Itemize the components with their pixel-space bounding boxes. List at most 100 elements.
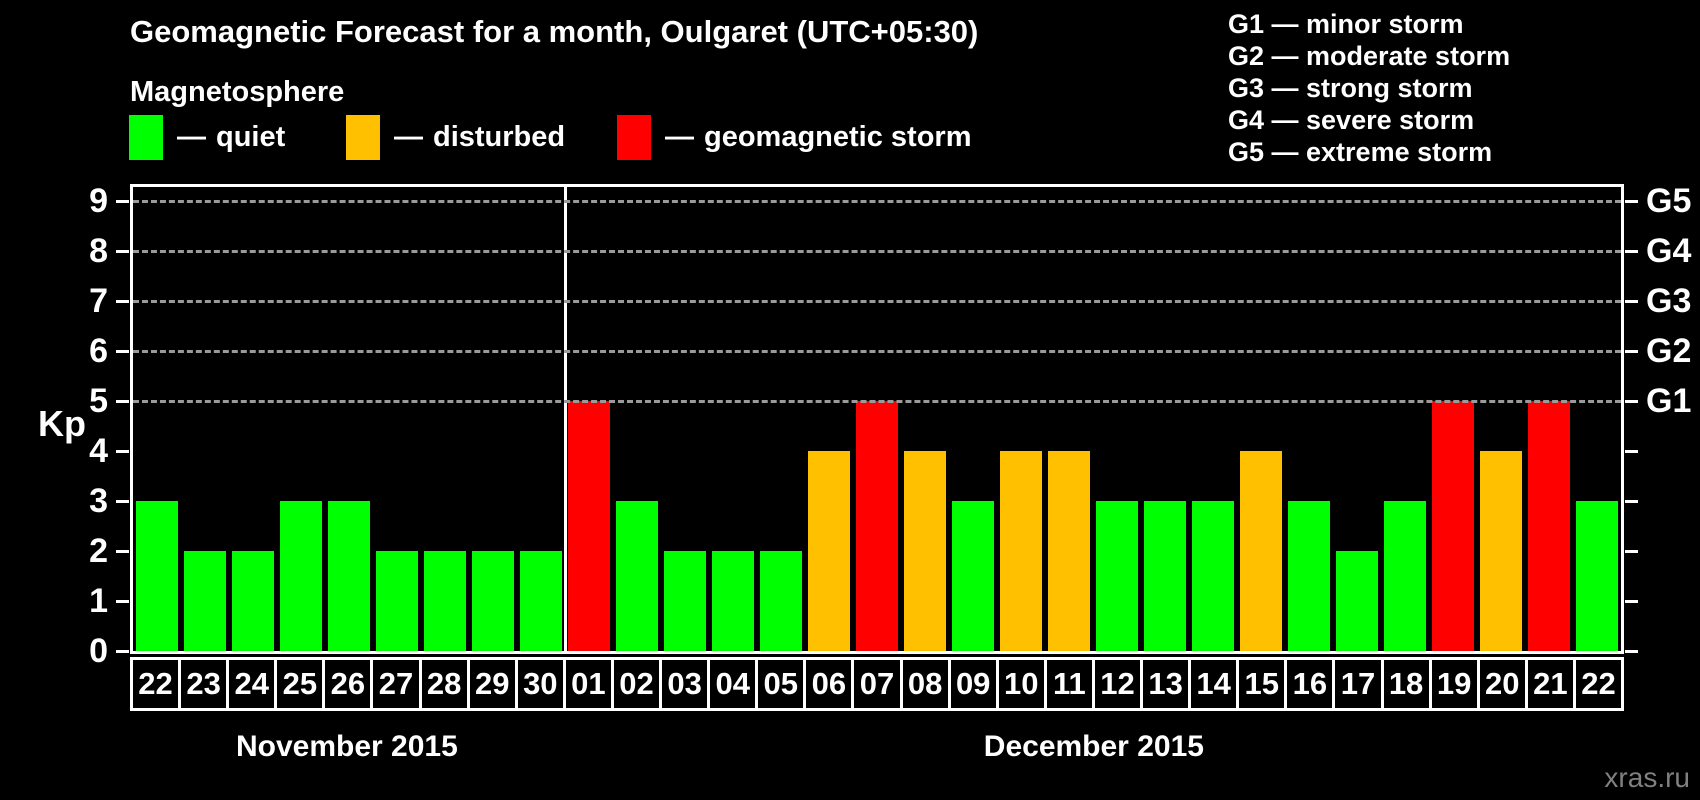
kp-bar-day-11 [1048, 451, 1090, 651]
grid-line-kp8 [133, 250, 1621, 253]
right-axis-tick-9 [1625, 200, 1638, 203]
x-label-cell-16: 16 [1287, 660, 1333, 708]
bar-slot-day-04 [709, 187, 757, 651]
y-axis-label-5: 5 [89, 382, 108, 420]
right-axis-label-g1: G1 [1646, 382, 1692, 420]
bar-slot-day-27 [373, 187, 421, 651]
g-scale-item-g1: G1 — minor storm [1228, 9, 1464, 39]
y-axis-label-6: 6 [89, 332, 108, 370]
bar-slot-day-29 [469, 187, 517, 651]
x-label-cell-12: 12 [1094, 660, 1141, 708]
kp-bar-day-02 [616, 501, 658, 651]
x-label-cell-22: 22 [133, 660, 179, 708]
bar-slot-day-20 [1477, 187, 1525, 651]
right-axis-tick-7 [1625, 300, 1638, 303]
g-scale-legend: G1 — minor storm G2 — moderate storm G3 — … [1228, 8, 1510, 168]
month-separator-line [563, 187, 567, 651]
x-label-cell-17: 17 [1335, 660, 1381, 708]
legend-item-quiet: — quiet [129, 115, 285, 160]
bar-slot-day-06 [805, 187, 853, 651]
right-axis-tick-8 [1625, 250, 1638, 253]
left-axis-tick-2 [116, 550, 129, 553]
x-label-cell-08: 08 [902, 660, 948, 708]
g-scale-item-g5: G5 — extreme storm [1228, 137, 1493, 167]
kp-bar-day-10 [1000, 451, 1042, 651]
bar-slot-day-10 [997, 187, 1045, 651]
kp-bar-day-09 [952, 501, 994, 651]
bar-slot-day-22 [133, 187, 181, 651]
kp-axis-title: Kp [38, 403, 86, 444]
y-axis-label-8: 8 [89, 232, 108, 270]
kp-bar-day-08 [904, 451, 946, 651]
right-axis-tick-5 [1625, 400, 1638, 403]
kp-bar-day-28 [424, 551, 466, 651]
x-label-cell-27: 27 [373, 660, 419, 708]
y-axis-label-9: 9 [89, 182, 108, 220]
kp-bar-day-26 [328, 501, 370, 651]
x-label-cell-19: 19 [1431, 660, 1477, 708]
legend-dash: — [394, 121, 423, 153]
g-scale-item-g2: G2 — moderate storm [1228, 41, 1511, 71]
x-label-cell-24: 24 [229, 660, 275, 708]
x-label-cell-04: 04 [710, 660, 756, 708]
x-label-cell-30: 30 [517, 660, 563, 708]
right-axis-tick-4 [1625, 450, 1638, 453]
kp-bar-day-14 [1192, 501, 1234, 651]
kp-bar-day-04 [712, 551, 754, 651]
left-axis-tick-3 [116, 500, 129, 503]
bar-slot-day-26 [325, 187, 373, 651]
quiet-color-swatch [129, 115, 163, 160]
right-axis-label-g2: G2 [1646, 332, 1692, 370]
left-axis-tick-6 [116, 350, 129, 353]
right-axis-tick-3 [1625, 500, 1638, 503]
y-axis-label-4: 4 [89, 432, 108, 470]
x-label-cell-20: 20 [1479, 660, 1525, 708]
kp-bar-day-23 [184, 551, 226, 651]
x-label-cell-29: 29 [469, 660, 515, 708]
x-label-cell-03: 03 [662, 660, 708, 708]
bar-slot-day-08 [901, 187, 949, 651]
x-label-cell-05: 05 [758, 660, 804, 708]
bar-slot-day-17 [1333, 187, 1381, 651]
month-label-november: November 2015 [235, 730, 458, 763]
bar-slot-day-09 [949, 187, 997, 651]
bar-slot-day-14 [1189, 187, 1237, 651]
watermark: xras.ru [1604, 762, 1690, 793]
x-label-cell-02: 02 [613, 660, 660, 708]
left-axis-tick-0 [116, 650, 129, 653]
kp-bar-day-17 [1336, 551, 1378, 651]
x-label-cell-25: 25 [277, 660, 323, 708]
grid-line-kp5 [133, 400, 1621, 403]
kp-bar-day-19 [1432, 401, 1474, 651]
left-axis-tick-8 [116, 250, 129, 253]
x-label-cell-01: 01 [565, 660, 611, 708]
bar-slot-day-16 [1285, 187, 1333, 651]
y-axis-label-0: 0 [89, 632, 108, 670]
kp-bar-day-01 [568, 401, 610, 651]
x-label-cell-23: 23 [181, 660, 227, 708]
left-axis-tick-1 [116, 600, 129, 603]
y-axis-label-3: 3 [89, 482, 108, 520]
y-axis-label-2: 2 [89, 532, 108, 570]
bar-slot-day-19 [1429, 187, 1477, 651]
bar-slot-day-28 [421, 187, 469, 651]
y-axis-label-7: 7 [89, 282, 108, 320]
grid-line-kp9 [133, 200, 1621, 203]
bars-container [133, 187, 1621, 651]
magnetosphere-legend: — quiet — disturbed — geomagnetic storm [0, 115, 1700, 165]
bar-slot-day-22 [1573, 187, 1621, 651]
left-axis-tick-9 [116, 200, 129, 203]
kp-bar-day-24 [232, 551, 274, 651]
right-axis-tick-0 [1625, 650, 1638, 653]
bar-slot-day-15 [1237, 187, 1285, 651]
x-label-cell-21: 21 [1527, 660, 1573, 708]
plot-area [130, 184, 1624, 654]
grid-line-kp6 [133, 350, 1621, 353]
g-scale-item-g3: G3 — strong storm [1228, 73, 1473, 103]
x-label-cell-13: 13 [1143, 660, 1189, 708]
month-labels: November 2015 December 2015 [130, 730, 1624, 764]
legend-item-label: disturbed [433, 121, 566, 153]
kp-bar-day-12 [1096, 501, 1138, 651]
kp-bar-day-21 [1528, 401, 1570, 651]
